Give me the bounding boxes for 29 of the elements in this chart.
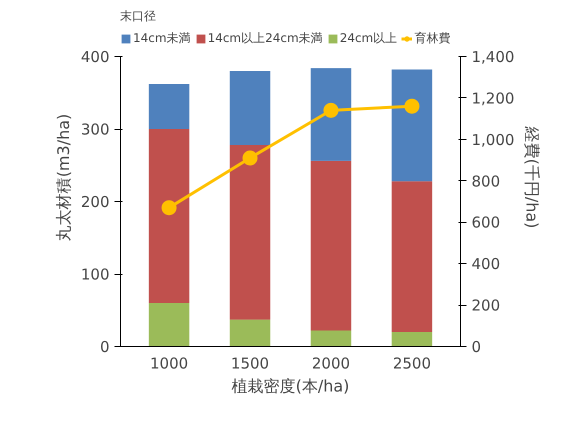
x-tick-label: 1000 [150, 354, 188, 372]
y-tick-label: 400 [80, 48, 110, 66]
legend-label: 14cm未満 [133, 30, 191, 47]
x-tick-label: 1500 [230, 354, 270, 372]
y2-tick-label: 600 [472, 214, 500, 232]
legend-label: 育林費 [414, 30, 450, 47]
point [404, 98, 420, 114]
legend-title: 末口径 [120, 8, 157, 25]
point [162, 200, 177, 216]
y2-tick-label: 1,400 [472, 48, 514, 66]
legend-label: 24cm以上 [340, 30, 398, 47]
x-tick-label: 2500 [392, 354, 432, 372]
point [323, 102, 338, 118]
y2-tick-label: 1,200 [472, 89, 514, 108]
y-tick-label: 200 [80, 193, 110, 211]
y2-tick-label: 0 [472, 338, 482, 356]
y-tick-label: 300 [80, 120, 110, 138]
y2-axis-title: 経費(千円/ha) [522, 126, 542, 228]
legend-label: 14cm以上24cm未満 [208, 30, 323, 47]
y2-tick-label: 800 [472, 172, 500, 190]
x-axis-title: 植栽密度(本/ha) [232, 376, 350, 396]
point [242, 150, 258, 166]
y2-tick-label: 400 [472, 255, 500, 274]
y-tick-label: 100 [80, 266, 110, 284]
y2-tick-label: 1,000 [472, 130, 514, 149]
y-axis-title: 丸太材積(m3/ha) [54, 114, 73, 242]
x-tick-label: 2000 [312, 354, 350, 372]
y2-tick-label: 200 [472, 296, 500, 315]
y-tick-label: 0 [100, 338, 110, 356]
